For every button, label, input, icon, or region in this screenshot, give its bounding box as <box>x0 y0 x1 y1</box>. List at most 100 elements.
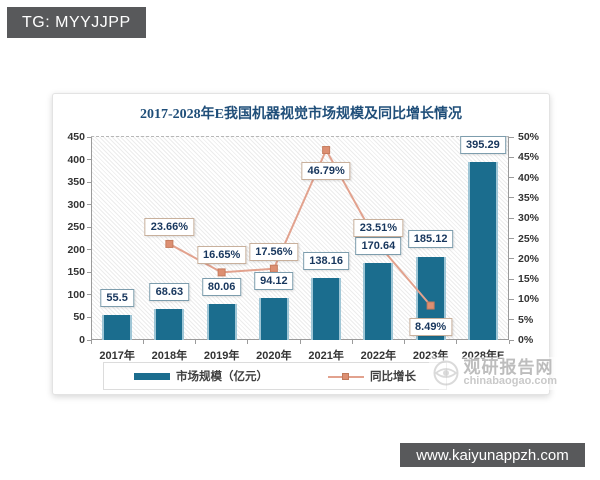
right-axis-tick-label: 40% <box>518 171 540 184</box>
right-axis-tick <box>509 197 514 199</box>
tg-badge: TG: MYYJJPP <box>7 7 146 38</box>
right-axis-tick <box>509 156 514 158</box>
right-axis-tick <box>509 238 514 239</box>
line-marker <box>322 146 331 155</box>
left-axis-tick-label: 250 <box>67 221 85 234</box>
bar-swatch-icon <box>134 372 170 380</box>
market-size-bar <box>206 303 237 340</box>
right-axis-tick-label: 35% <box>518 191 540 204</box>
x-axis-tick <box>508 340 510 344</box>
footer-url-bar: www.kaiyunappzh.com <box>400 443 585 467</box>
legend-item-market-size: 市场规模（亿元） <box>134 368 268 384</box>
right-axis-tick-label: 50% <box>518 131 540 143</box>
bar-value-label: 80.06 <box>201 277 242 296</box>
bottom-axis-line <box>91 339 509 340</box>
x-axis-label: 2022年 <box>360 350 397 362</box>
legend: 市场规模（亿元） 同比增长 <box>103 362 447 390</box>
right-axis-tick <box>509 278 514 280</box>
right-axis-tick-label: 30% <box>518 212 540 225</box>
right-axis-tick <box>509 319 514 321</box>
x-axis-tick <box>247 340 249 344</box>
right-axis-line <box>508 137 509 340</box>
growth-value-label: 8.49% <box>409 317 453 336</box>
watermark-texts: 观研报告网 chinabaogao.com <box>463 357 557 388</box>
left-axis-tick-label: 0 <box>79 334 85 346</box>
growth-value-label: 23.66% <box>144 217 195 236</box>
right-axis-tick-label: 25% <box>518 232 540 245</box>
x-axis-tick <box>404 340 405 344</box>
left-axis-tick-label: 350 <box>67 176 85 189</box>
footer-url-text: www.kaiyunappzh.com <box>416 446 569 464</box>
right-axis-tick <box>509 136 514 138</box>
x-axis-tick <box>90 340 92 344</box>
watermark: 观研报告网 chinabaogao.com <box>429 356 561 390</box>
left-axis-tick-label: 50 <box>73 311 85 324</box>
bar-value-label: 185.12 <box>407 230 454 249</box>
left-axis-tick-label: 450 <box>67 131 85 143</box>
growth-value-label: 46.79% <box>301 162 351 181</box>
market-size-bar <box>311 277 342 340</box>
right-axis-tick <box>509 258 514 260</box>
bar-value-label: 170.64 <box>355 237 402 256</box>
left-axis-tick <box>87 159 91 161</box>
left-axis-tick <box>87 204 91 206</box>
left-axis-tick-label: 400 <box>67 153 85 166</box>
left-axis-tick <box>87 136 91 138</box>
legend-item-yoy-growth: 同比增长 <box>328 368 416 384</box>
line-marker <box>426 301 435 310</box>
market-size-bar <box>154 309 185 340</box>
chart-card: 2017-2028年E我国机器视觉市场规模及同比增长情况 0 50 100 150 20… <box>52 93 561 395</box>
x-axis-tick <box>299 340 301 344</box>
left-axis-tick <box>87 339 91 341</box>
line-marker <box>217 268 226 277</box>
left-axis-tick-label: 100 <box>67 288 85 301</box>
plot-area: 0 50 100 150 200 250 300 350 400 450 0% 5% 10% 15% 20%… <box>67 131 539 362</box>
line-marker <box>165 239 174 248</box>
left-axis-tick-label: 200 <box>67 243 85 256</box>
chart-title: 2017-2028年E我国机器视觉市场规模及同比增长情况 <box>140 107 462 122</box>
left-axis-tick <box>87 294 91 296</box>
right-axis-tick-label: 0% <box>518 334 534 346</box>
market-size-bar <box>467 161 498 340</box>
x-axis-label: 2018年 <box>151 350 188 362</box>
bar-value-label: 68.63 <box>149 283 190 302</box>
x-axis-tick <box>195 340 196 344</box>
x-axis-label: 2017年 <box>99 350 135 362</box>
bar-value-label: 138.16 <box>303 251 349 270</box>
left-axis-tick <box>87 249 91 251</box>
legend-label-market-size: 市场规模（亿元） <box>176 371 268 383</box>
right-axis-tick-label: 5% <box>518 313 534 326</box>
market-size-bar <box>102 314 133 340</box>
market-size-bar <box>258 297 289 340</box>
right-axis-tick <box>509 339 514 341</box>
left-axis-tick <box>87 181 91 183</box>
right-axis-tick <box>509 217 514 219</box>
watermark-domain: chinabaogao.com <box>463 375 557 388</box>
x-axis-label: 2019年 <box>203 350 240 362</box>
left-axis-tick-label: 150 <box>67 266 85 279</box>
growth-value-label: 16.65% <box>196 246 247 265</box>
left-axis-tick <box>87 316 91 318</box>
watermark-name: 观研报告网 <box>463 357 554 377</box>
line-swatch-icon <box>328 372 364 381</box>
tg-badge-text: TG: MYYJJPP <box>22 13 131 31</box>
right-axis-tick-label: 45% <box>518 151 540 164</box>
left-axis-tick <box>87 226 91 228</box>
right-axis-tick-label: 20% <box>518 252 540 265</box>
x-axis-label: 2020年 <box>256 350 292 362</box>
x-axis-tick <box>142 340 144 344</box>
growth-value-label: 23.51% <box>353 218 404 237</box>
right-axis-tick <box>509 177 514 179</box>
right-axis-tick <box>509 298 514 300</box>
bar-value-label: 55.5 <box>100 288 134 307</box>
x-axis-tick <box>456 340 458 344</box>
bar-value-label: 395.29 <box>460 135 506 154</box>
left-axis-tick <box>87 271 91 273</box>
legend-label-yoy-growth: 同比增长 <box>370 371 416 383</box>
x-axis-label: 2021年 <box>308 350 344 362</box>
left-axis-line <box>91 137 92 340</box>
eye-logo-icon <box>433 360 459 386</box>
bar-value-label: 94.12 <box>254 271 294 290</box>
market-size-bar <box>363 263 394 340</box>
